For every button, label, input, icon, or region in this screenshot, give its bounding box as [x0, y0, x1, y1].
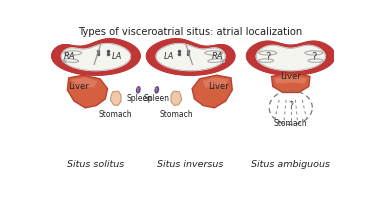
Polygon shape — [72, 77, 97, 88]
Text: ?: ? — [265, 52, 270, 62]
Text: Situs solitus: Situs solitus — [67, 160, 125, 169]
Ellipse shape — [64, 59, 78, 62]
Ellipse shape — [305, 51, 323, 55]
Ellipse shape — [208, 59, 223, 62]
Text: RA: RA — [211, 52, 223, 61]
Text: Stomach: Stomach — [274, 119, 308, 128]
Polygon shape — [171, 91, 182, 105]
Polygon shape — [61, 44, 131, 71]
Ellipse shape — [259, 51, 277, 55]
Ellipse shape — [155, 87, 157, 90]
Text: Situs ambiguous: Situs ambiguous — [251, 160, 330, 169]
Polygon shape — [192, 75, 232, 108]
Polygon shape — [110, 91, 121, 105]
Text: Spleen: Spleen — [126, 94, 152, 103]
Ellipse shape — [137, 87, 138, 90]
Ellipse shape — [137, 87, 140, 93]
Polygon shape — [52, 39, 140, 75]
Polygon shape — [146, 39, 235, 75]
Text: Liver: Liver — [208, 82, 229, 90]
Text: LA: LA — [112, 52, 122, 61]
Text: RA: RA — [64, 52, 75, 61]
Text: ?: ? — [288, 101, 293, 111]
Ellipse shape — [205, 51, 222, 55]
Polygon shape — [247, 41, 335, 75]
Text: LA: LA — [164, 52, 174, 61]
Ellipse shape — [259, 59, 273, 62]
Polygon shape — [67, 75, 108, 108]
Text: Liver: Liver — [68, 82, 89, 90]
Polygon shape — [275, 76, 307, 84]
Polygon shape — [272, 73, 310, 92]
Text: Stomach: Stomach — [160, 110, 193, 119]
Ellipse shape — [155, 87, 158, 93]
Ellipse shape — [64, 51, 82, 55]
Text: Situs inversus: Situs inversus — [157, 160, 224, 169]
Polygon shape — [156, 44, 225, 71]
Polygon shape — [202, 77, 228, 88]
Text: Liver: Liver — [280, 72, 301, 81]
Text: ?: ? — [311, 52, 317, 62]
Text: Spleen: Spleen — [144, 94, 170, 103]
Ellipse shape — [308, 59, 323, 62]
Polygon shape — [256, 45, 325, 71]
Text: Stomach: Stomach — [98, 110, 132, 119]
Text: Types of visceroatrial situs: atrial localization: Types of visceroatrial situs: atrial loc… — [78, 28, 303, 37]
